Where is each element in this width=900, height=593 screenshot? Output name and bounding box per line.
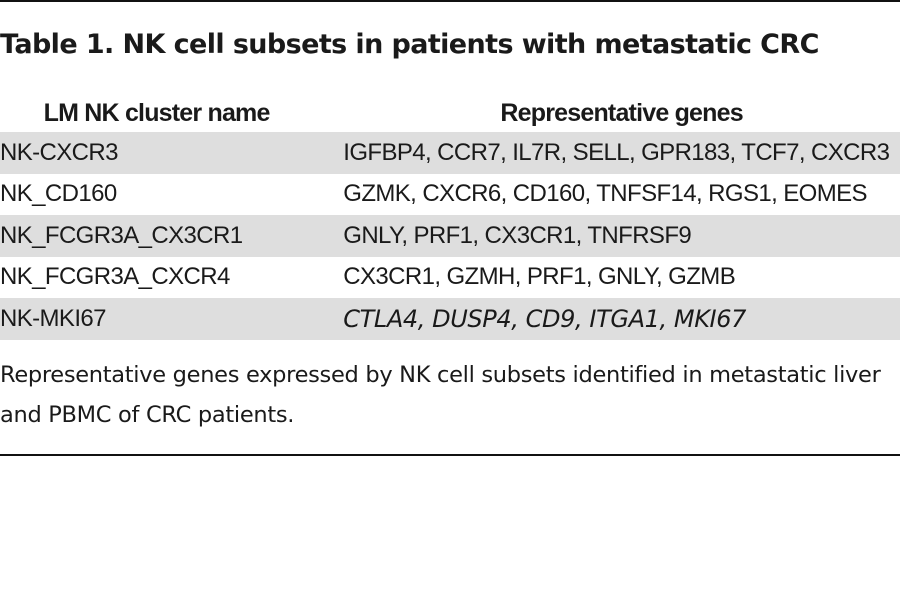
cluster-name-cell: NK-MKI67 (0, 298, 344, 340)
bottom-rule (0, 454, 900, 456)
genes-cell: CX3CR1, GZMH, PRF1, GNLY, GZMB (343, 263, 736, 291)
header-representative-genes: Representative genes (500, 98, 743, 127)
table-row: NK_FCGR3A_CX3CR1 GNLY, PRF1, CX3CR1, TNF… (0, 215, 900, 257)
genes-cell: GZMK, CXCR6, CD160, TNFSF14, RGS1, EOMES (343, 180, 867, 208)
header-cluster-name: LM NK cluster name (43, 98, 271, 127)
cluster-name-cell: NK_FCGR3A_CX3CR1 (0, 215, 344, 257)
cluster-name-cell: NK_CD160 (0, 180, 117, 208)
cluster-name-cell: NK-CXCR3 (0, 132, 344, 174)
top-rule (0, 0, 900, 2)
table-footnote: Representative genes expressed by NK cel… (0, 362, 881, 428)
table-row: NK_FCGR3A_CXCR4 CX3CR1, GZMH, PRF1, GNLY… (0, 257, 900, 299)
table-title: Table 1. NK cell subsets in patients wit… (0, 29, 819, 60)
genes-cell: IGFBP4, CCR7, IL7R, SELL, GPR183, TCF7, … (343, 132, 900, 174)
table-row: NK_CD160 GZMK, CXCR6, CD160, TNFSF14, RG… (0, 174, 900, 216)
nk-subsets-table: LM NK cluster name Representative genes … (0, 94, 900, 340)
table-row: NK-CXCR3 IGFBP4, CCR7, IL7R, SELL, GPR18… (0, 132, 900, 174)
genes-cell: CTLA4, DUSP4, CD9, ITGA1, MKI67 (343, 298, 900, 340)
genes-cell: GNLY, PRF1, CX3CR1, TNFRSF9 (343, 215, 900, 257)
cluster-name-cell: NK_FCGR3A_CXCR4 (0, 263, 230, 291)
table-row: NK-MKI67 CTLA4, DUSP4, CD9, ITGA1, MKI67 (0, 298, 900, 340)
table-header-row: LM NK cluster name Representative genes (0, 94, 900, 132)
